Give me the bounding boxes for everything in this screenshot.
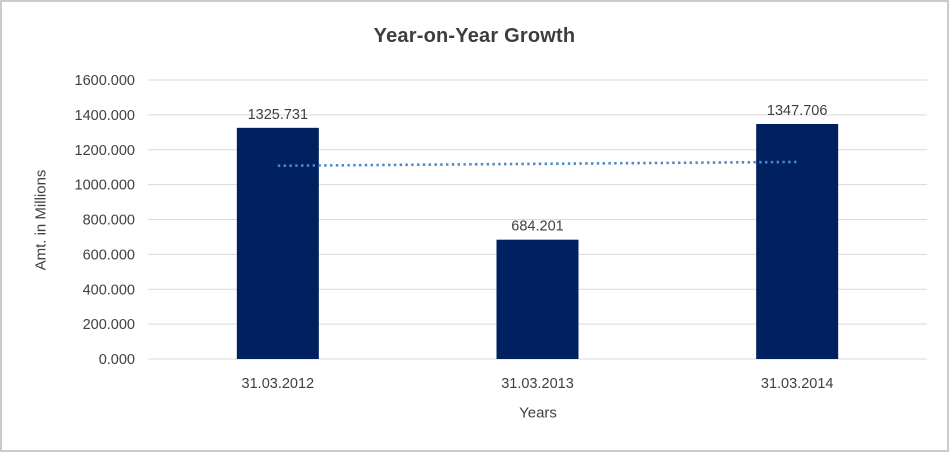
bar (756, 123, 839, 359)
bar (496, 239, 579, 359)
x-tick-label: 31.03.2014 (761, 376, 834, 392)
y-tick-label: 200.000 (83, 317, 135, 333)
x-tick-label: 31.03.2013 (501, 376, 574, 392)
y-tick-label: 600.000 (83, 247, 135, 263)
chart-title: Year-on-Year Growth (373, 25, 576, 47)
bar-data-label: 684.201 (511, 219, 563, 235)
x-tick-label: 31.03.2012 (242, 376, 315, 392)
y-tick-label: 400.000 (83, 282, 135, 298)
trendline (277, 160, 798, 168)
bar (236, 127, 319, 359)
y-tick-label: 0.000 (99, 352, 135, 368)
bar-data-label: 1325.731 (248, 107, 308, 123)
y-tick-label: 1200.000 (75, 143, 135, 159)
y-tick-label: 1400.000 (75, 108, 135, 124)
x-axis-title: Years (519, 404, 557, 422)
y-tick-label: 800.000 (83, 213, 135, 229)
y-tick-label: 1000.000 (75, 178, 135, 194)
bar-data-label: 1347.706 (767, 103, 827, 119)
y-tick-label: 1600.000 (75, 73, 135, 89)
